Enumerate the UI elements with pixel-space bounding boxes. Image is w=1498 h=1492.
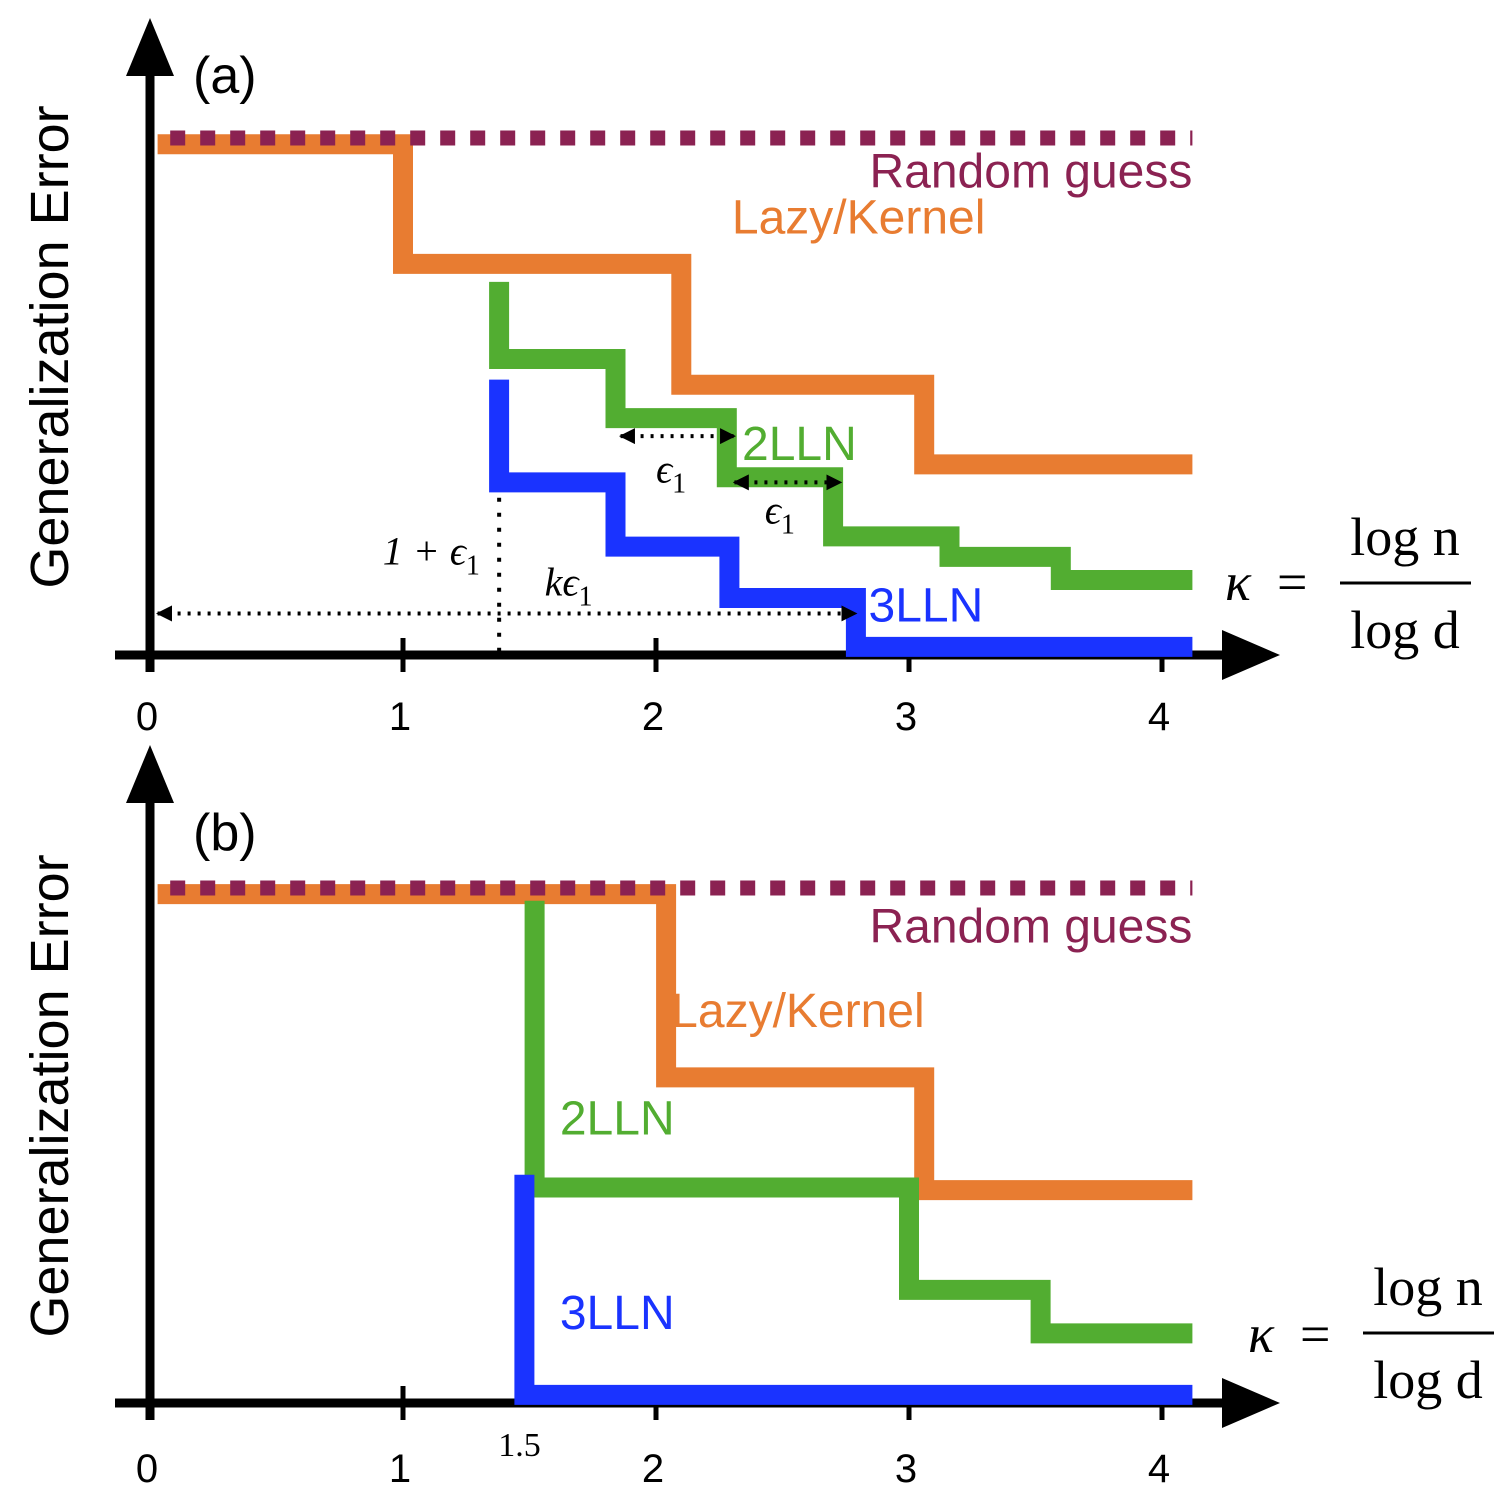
annotation-label: ϵ1 bbox=[765, 488, 795, 541]
annotation-label: kϵ1 bbox=[545, 559, 593, 612]
annotation-label: 1 + ϵ1 bbox=[383, 529, 480, 582]
series-label-random: Random guess bbox=[870, 900, 1193, 953]
x-tick-label: 4 bbox=[1148, 695, 1170, 739]
x-axis-label-numerator: log n bbox=[1350, 507, 1460, 567]
series-line-threelln bbox=[514, 1174, 1193, 1405]
x-axis-label-denominator: log d bbox=[1350, 600, 1460, 660]
series-label-lazy: Lazy/Kernel bbox=[732, 192, 985, 245]
x-axis-label-equals: = bbox=[1277, 552, 1307, 612]
series-label-twolln: 2LLN bbox=[560, 1092, 675, 1145]
series-label-twolln: 2LLN bbox=[742, 418, 857, 471]
x-axis-label-equals: = bbox=[1300, 1304, 1330, 1364]
series-line-threelln bbox=[489, 379, 1193, 657]
x-tick-label: 4 bbox=[1148, 1447, 1170, 1491]
series-label-threelln: 3LLN bbox=[869, 580, 984, 633]
panel-label: (b) bbox=[193, 804, 257, 862]
x-tick-label: 0 bbox=[136, 695, 158, 739]
panel-label: (a) bbox=[193, 47, 257, 105]
x-tick-label: 1 bbox=[389, 695, 411, 739]
y-axis-label: Generalization Error bbox=[20, 105, 80, 588]
x-tick-label: 2 bbox=[642, 695, 664, 739]
series-label-random: Random guess bbox=[870, 145, 1193, 198]
chart-panel-a: 0 1 2 3 4 Generalization Error (a) κ = log n log d… bbox=[20, 18, 1471, 739]
series-line-lazy bbox=[157, 134, 1193, 475]
x-tick-label: 2 bbox=[642, 1447, 664, 1491]
series-line-twolln bbox=[524, 900, 1193, 1344]
x-tick-label: 1 bbox=[389, 1447, 411, 1491]
y-axis-arrow bbox=[126, 745, 174, 803]
x-axis-label-numerator: log n bbox=[1373, 1257, 1483, 1317]
chart-panel-b: 0 1 2 3 4 1.5 Generalization Error (b) κ = log n lo… bbox=[20, 745, 1494, 1491]
x-tick-label: 3 bbox=[895, 1447, 917, 1491]
series-label-lazy: Lazy/Kernel bbox=[671, 985, 924, 1038]
x-axis-arrow bbox=[1222, 630, 1280, 680]
x-tick-label: 0 bbox=[136, 1447, 158, 1491]
annotation-label: ϵ1 bbox=[656, 446, 686, 499]
y-axis-arrow bbox=[126, 18, 174, 76]
x-tick-label: 3 bbox=[895, 695, 917, 739]
x-axis-label-denominator: log d bbox=[1373, 1350, 1483, 1410]
x-axis-label-kappa: κ bbox=[1225, 552, 1252, 612]
x-axis-label-kappa: κ bbox=[1248, 1304, 1275, 1364]
x-tick-label-extra: 1.5 bbox=[498, 1427, 541, 1464]
x-axis-arrow bbox=[1222, 1378, 1280, 1428]
series-label-threelln: 3LLN bbox=[560, 1287, 675, 1340]
series-line-lazy bbox=[157, 884, 1193, 1201]
y-axis-label: Generalization Error bbox=[20, 854, 80, 1337]
